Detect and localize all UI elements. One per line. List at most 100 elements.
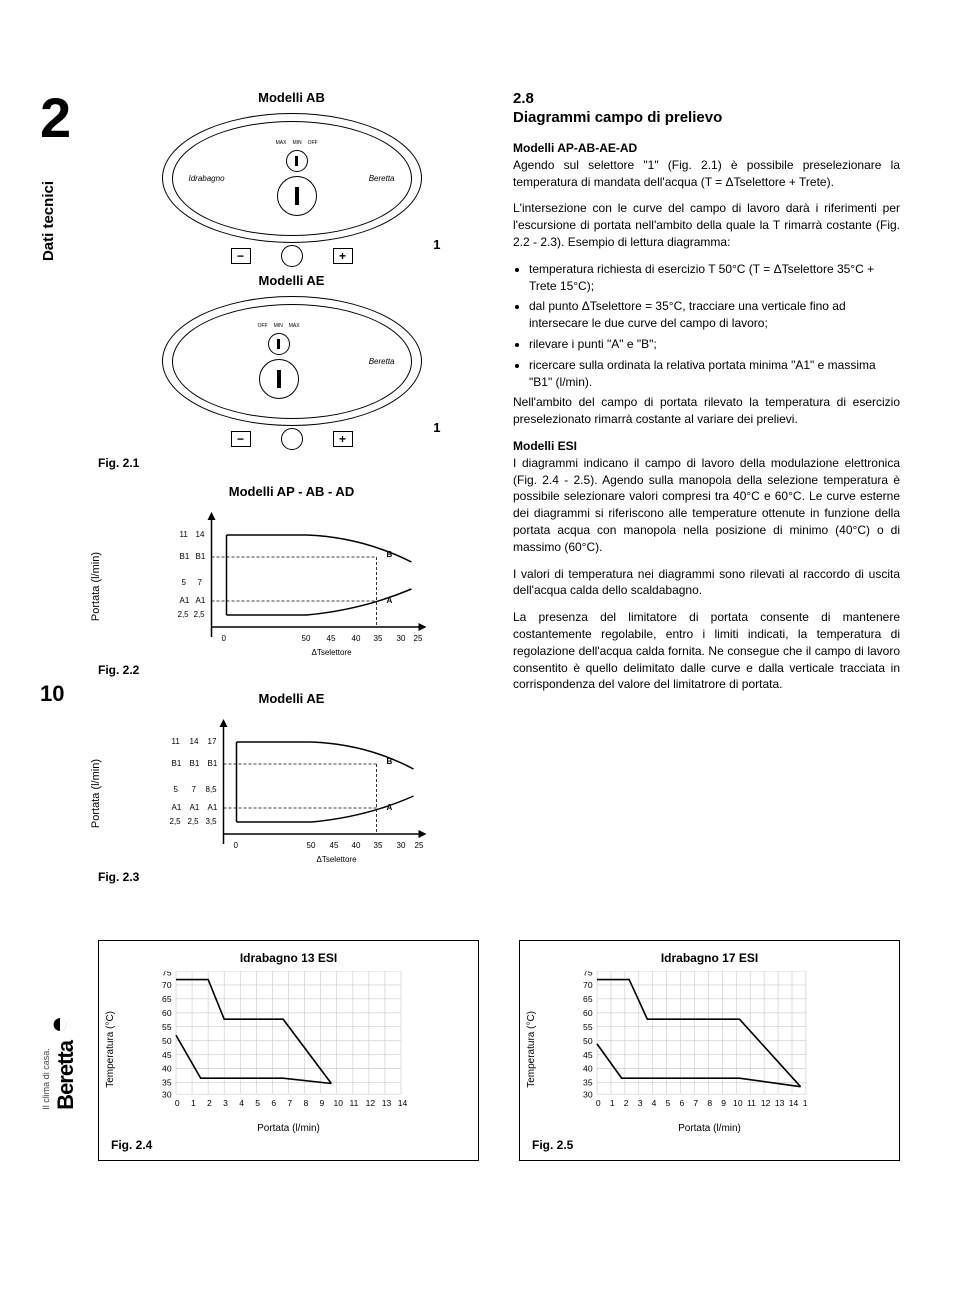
svg-text:35: 35 [374,634,383,643]
left-rail: 2 Dati tecnici 10 ◐ Il clima di casa. Be… [40,90,80,1161]
para-limiter: La presenza del limitatore di portata co… [513,609,900,693]
panel-ab-title: Modelli AB [98,90,485,105]
fig-2-3: Fig. 2.3 [98,870,485,884]
oval-brand-ae: Beretta [369,357,395,366]
svg-text:2: 2 [207,1098,212,1108]
svg-text:40: 40 [583,1064,593,1074]
svg-text:2,5: 2,5 [194,610,206,619]
svg-text:75: 75 [583,971,593,977]
plus-box: + [333,248,353,264]
svg-text:14: 14 [196,530,205,539]
svg-text:30: 30 [162,1089,172,1099]
bullet-2: dal punto ΔTselettore = 35°C, tracciare … [529,298,900,332]
svg-text:B1: B1 [172,759,182,768]
chart-23-yaxis: Portata (l/min) [90,759,102,828]
svg-text:3: 3 [223,1098,228,1108]
svg-text:A1: A1 [180,596,190,605]
svg-text:14: 14 [398,1098,408,1108]
svg-text:2,5: 2,5 [170,817,182,826]
svg-text:45: 45 [162,1050,172,1060]
knob-small-ab [286,150,308,172]
svg-text:2,5: 2,5 [188,817,200,826]
esi17-yaxis: Temperatura (°C) [526,1011,537,1088]
svg-text:5: 5 [666,1098,671,1108]
plus-box-ae: + [333,431,353,447]
svg-text:55: 55 [162,1022,172,1032]
svg-text:35: 35 [583,1078,593,1088]
svg-text:2,5: 2,5 [178,610,190,619]
svg-text:6: 6 [271,1098,276,1108]
svg-text:11: 11 [172,737,181,746]
svg-text:8,5: 8,5 [206,785,218,794]
svg-text:70: 70 [583,980,593,990]
chart-22-title: Modelli AP - AB - AD [98,484,485,499]
temp-knob-ab [281,245,303,267]
svg-text:B1: B1 [190,759,200,768]
svg-text:70: 70 [162,980,172,990]
svg-text:60: 60 [583,1008,593,1018]
pm-row-ae: − + [98,428,485,450]
temp-knob-ae [281,428,303,450]
svg-text:40: 40 [352,634,361,643]
pm-row-ab: − + [98,245,485,267]
page-number: 10 [40,681,80,707]
callout-1b: 1 [433,420,440,435]
para-esi: Modelli ESI I diagrammi indicano il camp… [513,438,900,556]
svg-text:35: 35 [162,1078,172,1088]
fig-2-4: Fig. 2.4 [111,1138,466,1152]
para-valori: I valori di temperatura nei diagrammi so… [513,566,900,600]
brand-tagline: Il clima di casa. [41,1041,51,1110]
svg-text:8: 8 [707,1098,712,1108]
svg-text:6: 6 [680,1098,685,1108]
brand-block: ◐ Il clima di casa. Beretta [40,1007,80,1110]
svg-text:7: 7 [198,578,203,587]
svg-text:3: 3 [638,1098,643,1108]
section-title: Diagrammi campo di prelievo [513,109,900,126]
svg-text:A1: A1 [172,803,182,812]
svg-text:13: 13 [382,1098,392,1108]
svg-text:17: 17 [208,737,217,746]
svg-text:5: 5 [255,1098,260,1108]
para-ap-ab-ae-ad: Modelli AP-AB-AE-AD Agendo sul selettore… [513,140,900,190]
right-column: 2.8 Diagrammi campo di prelievo Modelli … [513,90,900,898]
minus-box-ae: − [231,431,251,447]
svg-text:11: 11 [180,530,189,539]
svg-text:1: 1 [803,1098,808,1108]
svg-text:4: 4 [652,1098,657,1108]
svg-text:9: 9 [320,1098,325,1108]
svg-text:0: 0 [596,1098,601,1108]
svg-text:B1: B1 [208,759,218,768]
svg-text:30: 30 [397,634,406,643]
bullet-4: ricercare sulla ordinata la relativa por… [529,357,900,391]
svg-text:0: 0 [175,1098,180,1108]
svg-text:B: B [387,550,393,559]
svg-text:1: 1 [610,1098,615,1108]
fig-2-5: Fig. 2.5 [532,1138,887,1152]
left-column: Modelli AB Idrabagno MAXMINOFF Beretta [98,90,485,898]
callout-1a: 1 [433,237,440,252]
svg-text:40: 40 [352,841,361,850]
dial-top-labels-ae: OFFMINMAX [258,323,300,329]
svg-text:A1: A1 [190,803,200,812]
knob-main-ae [259,359,299,399]
svg-text:25: 25 [415,841,424,850]
chapter-number: 2 [40,90,80,146]
chart-22: Portata (l/min) 11 14 B1 B1 5 7 A1 [98,507,485,657]
svg-text:50: 50 [583,1036,593,1046]
svg-text:3,5: 3,5 [206,817,218,826]
panel-ae-title: Modelli AE [98,273,485,288]
svg-text:1: 1 [191,1098,196,1108]
esi13-title: Idrabagno 13 ESI [111,951,466,965]
svg-text:10: 10 [334,1098,344,1108]
dial-panel-ab: Idrabagno MAXMINOFF Beretta 1 [162,113,422,243]
knob-small-ae [268,333,290,355]
bullet-1: temperatura richiesta di esercizio T 50°… [529,261,900,295]
svg-text:9: 9 [721,1098,726,1108]
chart-esi-13: Idrabagno 13 ESI Temperatura (°C) 75 70 [98,940,479,1161]
brand-icon: ◐ [51,1007,69,1041]
svg-text:B1: B1 [180,552,190,561]
para-ambito: Nell'ambito del campo di portata rilevat… [513,394,900,428]
svg-text:75: 75 [162,971,172,977]
esi13-xaxis: Portata (l/min) [111,1123,466,1134]
bullet-3: rilevare i punti "A" e "B"; [529,336,900,353]
